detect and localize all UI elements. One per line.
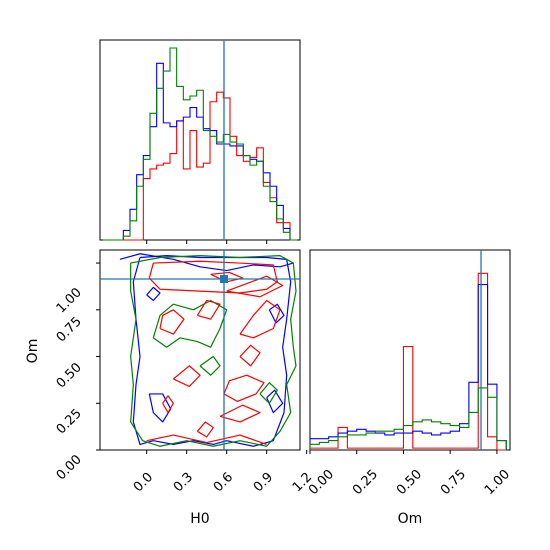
contour-line — [148, 260, 278, 294]
contour-line — [226, 275, 284, 298]
x-axis-label-h0: H0 — [190, 511, 209, 527]
joint-contour-panel — [96, 249, 308, 454]
x-tick-label: 0.25 — [350, 467, 381, 498]
contour-line — [132, 255, 292, 447]
contour-line — [162, 395, 174, 414]
y-axis-label-om: Om — [25, 339, 41, 364]
contour-line — [239, 344, 261, 367]
contour-line — [239, 299, 281, 339]
contour-line — [130, 255, 297, 447]
contour-line — [219, 404, 261, 423]
histogram-series — [309, 284, 507, 450]
y-tick-label: 0.75 — [54, 314, 85, 345]
x-tick-label: 1.00 — [482, 467, 513, 498]
contour-line — [159, 309, 185, 335]
histogram-series — [309, 387, 507, 450]
h0-marginal-panel — [99, 39, 301, 244]
contour-line — [148, 393, 172, 423]
contour-line — [266, 389, 284, 414]
x-tick-label: 0.0 — [131, 470, 156, 495]
om-marginal-panel — [309, 249, 511, 454]
histogram-series — [103, 47, 297, 241]
x-tick-label: 0.6 — [211, 470, 236, 495]
histogram-series — [103, 62, 297, 241]
panel-frame — [99, 249, 301, 451]
truth-marker — [220, 274, 228, 283]
x-tick-label: 0.9 — [251, 470, 276, 495]
x-tick-label: 0.00 — [306, 467, 337, 498]
y-tick-label: 0.00 — [54, 452, 85, 483]
histogram-series — [309, 272, 507, 451]
contour-line — [196, 421, 214, 438]
contour-line — [199, 355, 221, 376]
contour-line — [146, 434, 267, 445]
contour-line — [119, 253, 294, 272]
y-tick-label: 0.25 — [54, 406, 85, 437]
histogram-series — [103, 91, 297, 241]
contour-line — [152, 299, 228, 348]
x-tick-label: 0.75 — [438, 467, 469, 498]
contour-line — [259, 382, 278, 404]
contour-line — [223, 374, 265, 403]
y-tick-label: 1.00 — [54, 285, 85, 316]
x-axis-label-om: Om — [398, 511, 423, 527]
x-tick-label: 0.3 — [171, 470, 196, 495]
contour-line — [172, 365, 201, 388]
contour-line — [196, 299, 221, 320]
panel-frame — [309, 249, 511, 451]
contour-line — [146, 286, 161, 302]
panel-frame — [99, 39, 301, 241]
y-tick-label: 0.50 — [54, 360, 85, 391]
x-tick-label: 0.50 — [394, 467, 425, 498]
